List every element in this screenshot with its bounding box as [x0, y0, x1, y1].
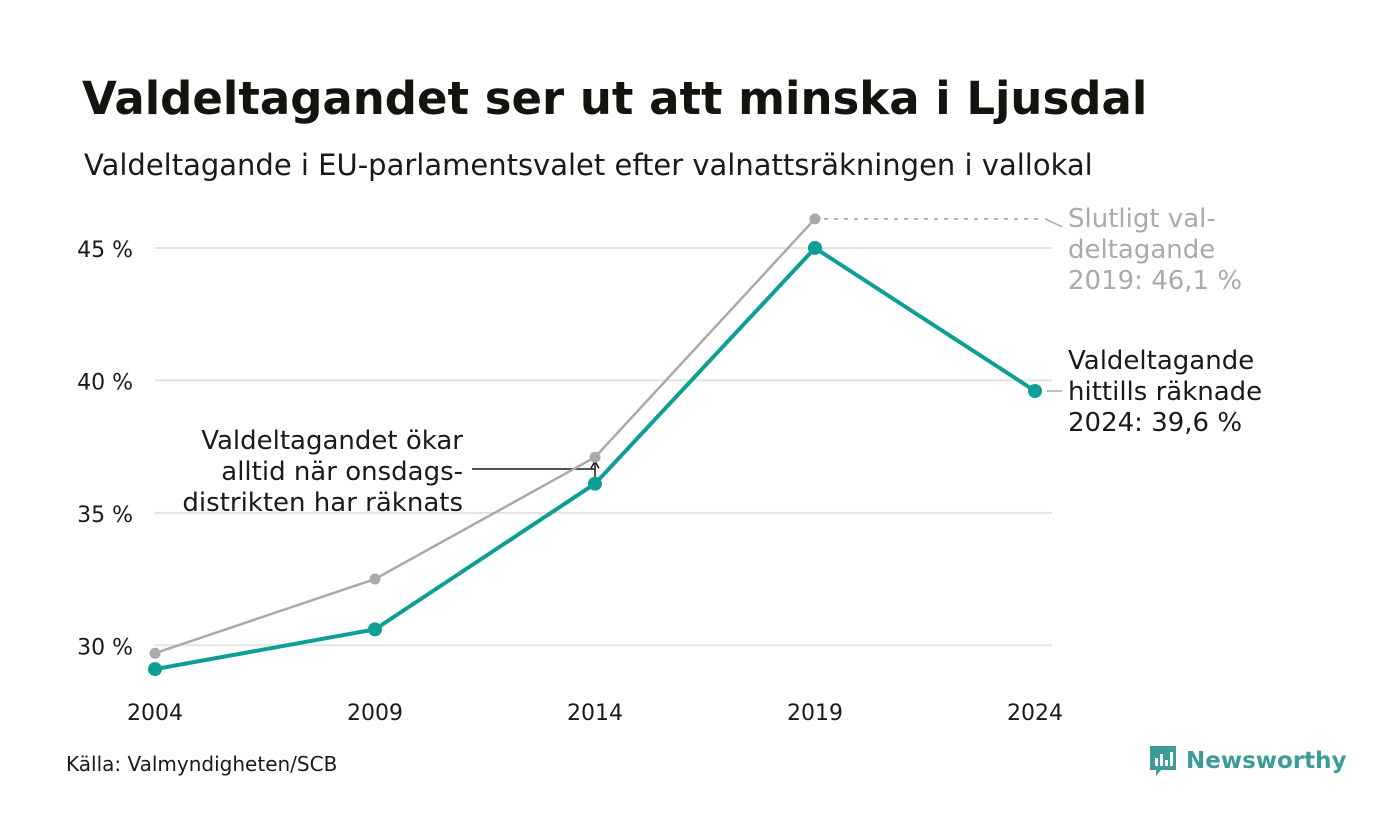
x-tick-label: 2009: [347, 701, 403, 726]
data-point-final: [149, 647, 161, 659]
data-point-counted: [148, 662, 162, 677]
y-tick-label: 40 %: [77, 370, 133, 395]
data-point-final: [369, 573, 381, 585]
data-point-final: [809, 213, 821, 225]
x-axis-tick-labels: 2004 2009 2014 2019 2024: [127, 701, 1063, 726]
y-tick-label: 45 %: [77, 238, 133, 263]
wednesday-districts-annotation-line: Valdeltagandet ökar: [201, 426, 463, 456]
final-turnout-annotation-line: 2019: 46,1 %: [1068, 266, 1242, 296]
counted-turnout-annotation: Valdeltagande hittills räknade 2024: 39,6 …: [1068, 346, 1262, 438]
final-label-connector: [1044, 218, 1063, 228]
final-turnout-annotation-line: Slutligt val-: [1068, 204, 1216, 234]
y-axis-tick-labels: 30 % 35 % 40 % 45 %: [77, 238, 133, 660]
chart-title: Valdeltagandet ser ut att minska i Ljusd…: [82, 72, 1148, 125]
series: [148, 213, 1042, 677]
counted-turnout-annotation-line: 2024: 39,6 %: [1068, 408, 1242, 438]
brand-logo: Newsworthy: [1148, 744, 1347, 778]
wednesday-districts-annotation-line: alltid när onsdags-: [221, 457, 463, 487]
x-tick-label: 2014: [567, 701, 623, 726]
data-point-counted: [1028, 384, 1042, 398]
gridlines: [155, 246, 1052, 647]
x-tick-label: 2024: [1007, 701, 1063, 726]
newsworthy-logo-icon: [1150, 746, 1176, 776]
final-turnout-annotation: Slutligt val-deltagande 2019: 46,1 %: [1068, 204, 1242, 296]
x-tick-label: 2019: [787, 701, 843, 726]
data-point-final: [589, 451, 601, 463]
y-tick-label: 35 %: [77, 503, 133, 528]
x-tick-label: 2004: [127, 701, 183, 726]
data-point-counted: [588, 476, 602, 491]
data-point-counted: [808, 240, 822, 255]
final-turnout-annotation-line: deltagande: [1068, 235, 1215, 265]
data-point-counted: [368, 622, 382, 637]
wednesday-districts-annotation: Valdeltagandet ökar alltid när onsdags-di…: [182, 426, 463, 518]
source-note: Källa: Valmyndigheten/SCB: [66, 752, 338, 776]
series-line-final: [154, 217, 816, 655]
annotations: Slutligt val-deltagande 2019: 46,1 % Valde…: [182, 204, 1262, 518]
counted-turnout-annotation-line: Valdeltagande: [1068, 346, 1254, 376]
y-tick-label: 30 %: [77, 635, 133, 660]
counted-turnout-annotation-line: hittills räknade: [1068, 377, 1262, 407]
wednesday-districts-annotation-line: distrikten har räknats: [182, 488, 463, 518]
brand-name: Newsworthy: [1186, 748, 1347, 774]
chart-subtitle: Valdeltagande i EU-parlamentsvalet efter…: [84, 148, 1093, 182]
